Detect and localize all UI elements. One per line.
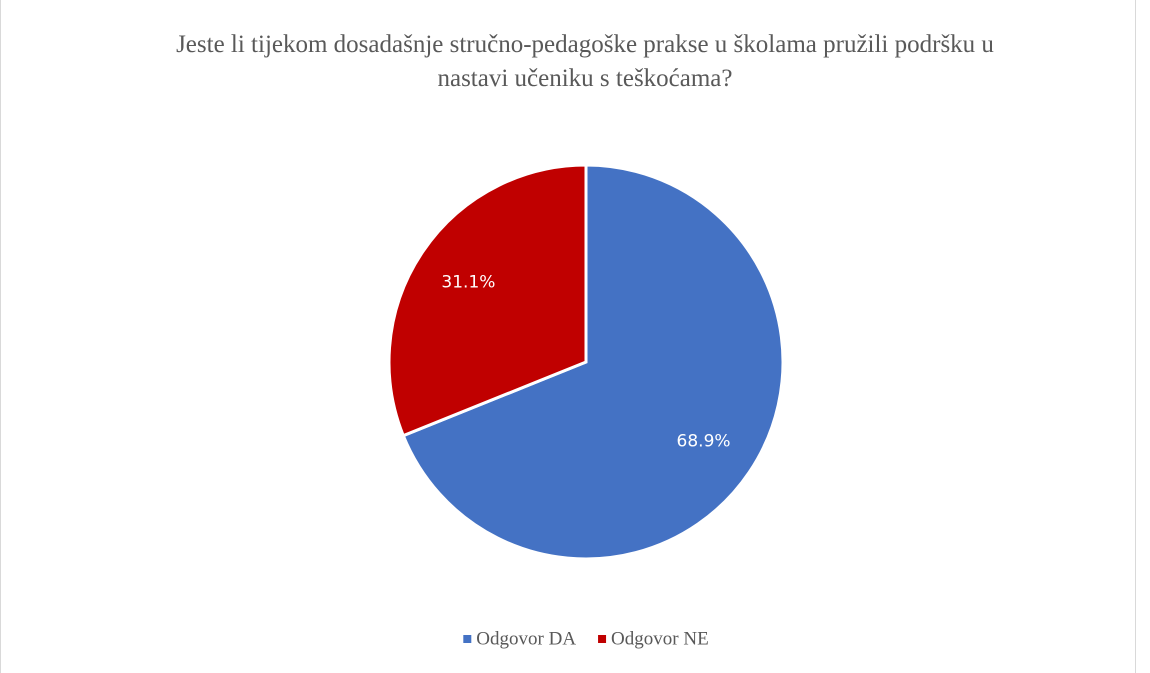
pie-slice [401, 163, 785, 561]
legend-swatch [463, 635, 472, 643]
legend-label: Odgovor NE [611, 628, 709, 649]
data-label: 31.1% [441, 273, 495, 293]
data-label: 68.9% [677, 431, 731, 451]
pie-slice [387, 163, 588, 438]
chart-title: Jeste li tijekom dosadašnje stručno-peda… [176, 31, 994, 92]
legend-label: Odgovor DA [476, 628, 576, 649]
legend-swatch [598, 635, 607, 643]
